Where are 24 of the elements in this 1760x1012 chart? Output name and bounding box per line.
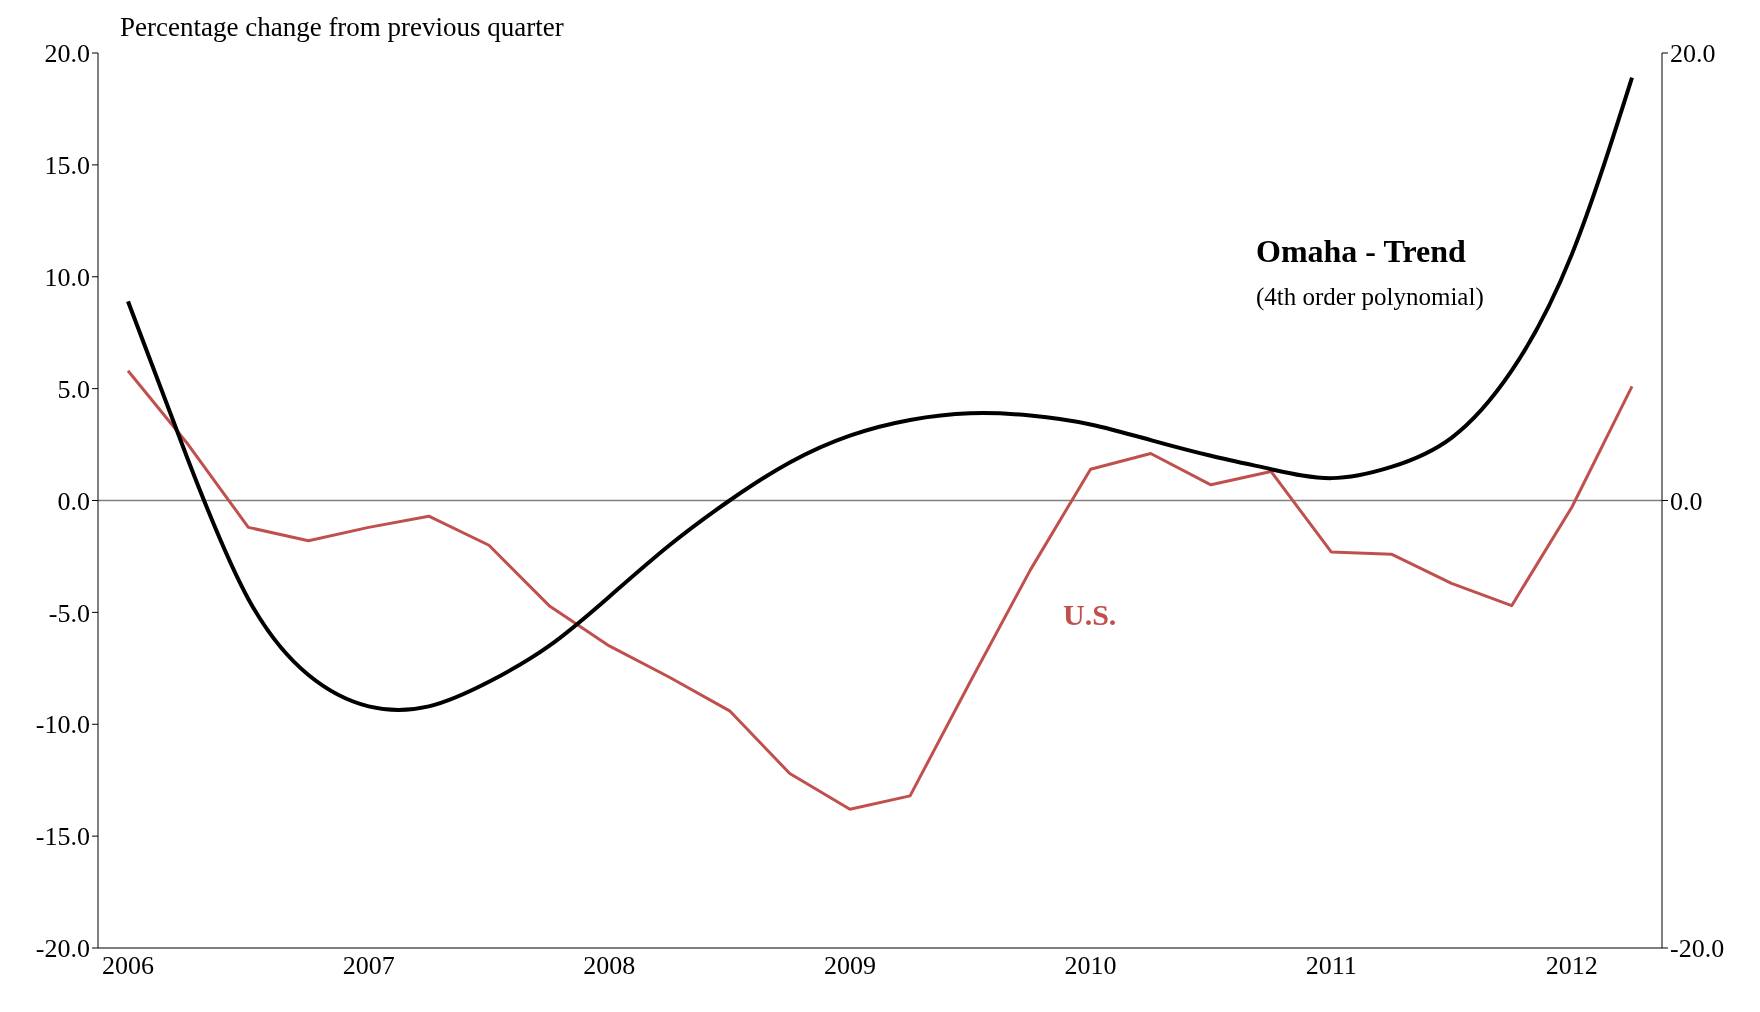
y-tick-label: -5.0 bbox=[48, 598, 90, 628]
y2-tick-label: -20.0 bbox=[1670, 934, 1725, 964]
annotation: (4th order polynomial) bbox=[1256, 283, 1484, 311]
text: Omaha - Trend bbox=[1256, 233, 1466, 270]
x-tick-label: 2006 bbox=[102, 951, 154, 981]
y-tick-label: -15.0 bbox=[35, 822, 90, 852]
y-tick-label: 10.0 bbox=[44, 262, 90, 292]
y2-tick-label: 20.0 bbox=[1670, 39, 1716, 69]
y-axis-title: Percentage change from previous quarter bbox=[120, 12, 564, 43]
x-tick-label: 2009 bbox=[823, 951, 876, 981]
y2-tick-label: 0.0 bbox=[1670, 486, 1703, 516]
x-tick-label: 2007 bbox=[342, 951, 395, 981]
x-tick-label: 2011 bbox=[1305, 951, 1357, 981]
x-tick-label: 2012 bbox=[1545, 951, 1598, 981]
y-tick-label: 0.0 bbox=[57, 486, 90, 516]
line-series bbox=[126, 369, 1634, 811]
y-tick-label: 15.0 bbox=[44, 151, 90, 181]
x-tick-label: 2008 bbox=[583, 951, 636, 981]
y-tick-label: 20.0 bbox=[44, 39, 90, 69]
x-tick-label: 2010 bbox=[1064, 951, 1117, 981]
y-tick-label: -20.0 bbox=[35, 934, 90, 964]
series-label: U.S. bbox=[1063, 598, 1117, 632]
y-tick-label: -10.0 bbox=[35, 710, 90, 740]
y-tick-label: 5.0 bbox=[57, 374, 90, 404]
